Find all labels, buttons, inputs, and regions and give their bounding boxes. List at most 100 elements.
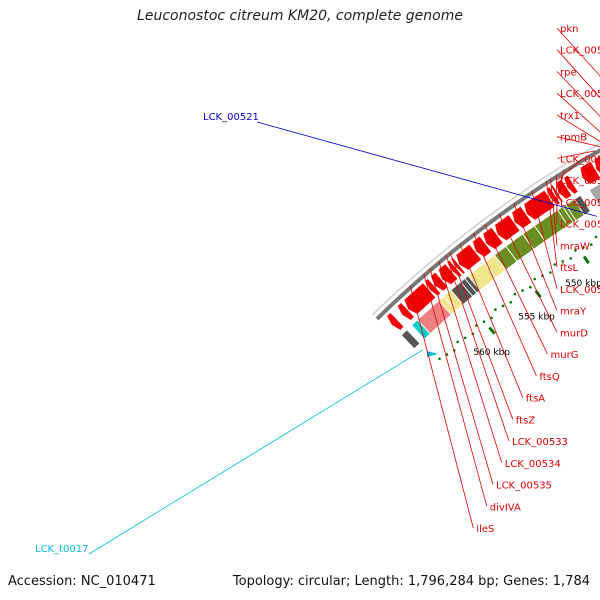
label-leader — [556, 174, 558, 224]
cds-arrow — [594, 156, 600, 169]
cds-arrow-head — [424, 280, 439, 297]
cog-block — [412, 320, 430, 339]
gc-dot — [553, 263, 557, 266]
label-leader — [556, 150, 596, 159]
cds-arrow — [564, 175, 578, 194]
cds-arrow-head — [446, 261, 461, 278]
cds-arrow-head — [483, 232, 496, 250]
kbp-tick — [582, 255, 590, 265]
gc-dot — [594, 235, 598, 239]
gene-label-lck_00526: LCK_00526 — [560, 285, 600, 296]
cog-block — [418, 301, 451, 334]
cog-block — [444, 290, 463, 310]
cog-block — [461, 279, 477, 296]
cds-arrow-head — [511, 211, 525, 229]
cds-arrow-head — [594, 158, 600, 173]
gene-label-lck_00516: LCK_00516 — [560, 89, 600, 100]
label-leader — [556, 49, 600, 99]
cds-arrow-head — [563, 176, 575, 195]
cog-block — [401, 330, 420, 349]
cog-block — [506, 234, 533, 261]
cds-arrow-head — [556, 181, 568, 200]
gc-dot — [533, 277, 536, 281]
label-leader — [429, 268, 494, 485]
kbp-tick — [488, 326, 496, 335]
cog-block — [575, 196, 590, 215]
gc-dot — [445, 353, 449, 356]
label-leader — [550, 178, 558, 246]
feature-marker — [426, 351, 438, 357]
label-leader — [531, 190, 558, 289]
label-leader — [556, 136, 600, 148]
label-leader — [556, 92, 600, 133]
backbone-track — [372, 142, 600, 321]
cds-arrow — [524, 190, 555, 220]
cog-block — [465, 276, 480, 293]
gc-dot — [549, 271, 552, 274]
gc-dot — [569, 257, 572, 260]
kbp-tick-label: 550 kbp — [565, 279, 600, 289]
gene-label-lck_00535: LCK_00535 — [496, 481, 552, 492]
cds-arrow — [556, 179, 572, 199]
gene-label-diviva: divIVA — [490, 502, 521, 513]
label-leader — [438, 260, 503, 463]
cds-arrow — [473, 236, 492, 257]
gene-label-murd: murD — [560, 328, 588, 339]
cds-arrow-head — [524, 203, 536, 221]
gene-label-lck_00519: LCK_00519 — [560, 154, 600, 165]
cds-arrow-head — [386, 315, 402, 331]
gc-dot — [529, 285, 532, 289]
cds-arrow-head — [550, 185, 563, 203]
cds-arrow-head — [404, 298, 419, 315]
cds-arrow-head — [397, 305, 412, 321]
gene-label-rpe: rpe — [560, 68, 577, 79]
label-leader — [459, 243, 524, 398]
label-leader — [556, 157, 584, 181]
cds-arrow-head — [494, 224, 508, 241]
gene-label-ftsq: ftsQ — [539, 372, 559, 383]
gene-label-iles: ileS — [476, 524, 494, 535]
gene-label-mray: mraY — [560, 307, 587, 318]
cog-block — [558, 207, 573, 226]
cog-block — [535, 210, 568, 241]
cds-arrow — [495, 215, 520, 241]
gc-dot — [456, 340, 460, 344]
gene-label-lck_00521: LCK_00521 — [203, 112, 259, 123]
gene-label-lck_00514: LCK_00514 — [560, 46, 600, 57]
gene-label-ftsl: ftsL — [560, 263, 578, 274]
gene-label-mraw: mraW — [560, 241, 590, 252]
gene-label-pkn: pkn — [560, 24, 578, 35]
gene-label-lck_00522: LCK_00522 — [560, 198, 600, 209]
gc-dot — [438, 357, 441, 361]
gc-dot — [509, 301, 513, 304]
label-leader — [556, 71, 600, 117]
gene-label-lck_00520: LCK_00520 — [560, 176, 600, 187]
label-leader — [498, 213, 558, 333]
label-leader — [445, 254, 510, 442]
gc-dot — [521, 289, 524, 292]
gc-dot — [501, 304, 505, 308]
gc-dot — [463, 336, 467, 340]
topology-text: Topology: circular; Length: 1,796,284 bp… — [232, 574, 590, 589]
backbone-outer-ring — [372, 142, 600, 316]
label-leader — [473, 233, 537, 376]
cds-arrow — [387, 313, 404, 330]
gene-labels: pkn LCK_00514rpe LCK_00516 trx1 rpmB LCK_0051… — [35, 24, 600, 555]
cds-arrow — [397, 303, 414, 320]
gene-label-ftsz: ftsZ — [516, 415, 535, 426]
gc-dot — [494, 308, 497, 311]
label-leader — [423, 273, 488, 507]
label-leader — [556, 169, 565, 202]
label-leader — [484, 224, 548, 355]
accession-text: Accession: NC_010471 — [8, 574, 156, 589]
cds-arrow — [439, 264, 458, 284]
gc-dot — [561, 260, 564, 263]
gene-label-lck_00533: LCK_00533 — [512, 437, 568, 448]
gene-label-lck_t0017: LCK_t0017 — [35, 544, 88, 555]
cds-arrow — [431, 272, 448, 291]
gene-label-ftsa: ftsA — [526, 394, 545, 405]
gc-dot — [513, 292, 517, 296]
gc-dot — [590, 243, 593, 246]
genome-title: Leuconostoc citreum KM20, complete genom… — [137, 8, 463, 24]
